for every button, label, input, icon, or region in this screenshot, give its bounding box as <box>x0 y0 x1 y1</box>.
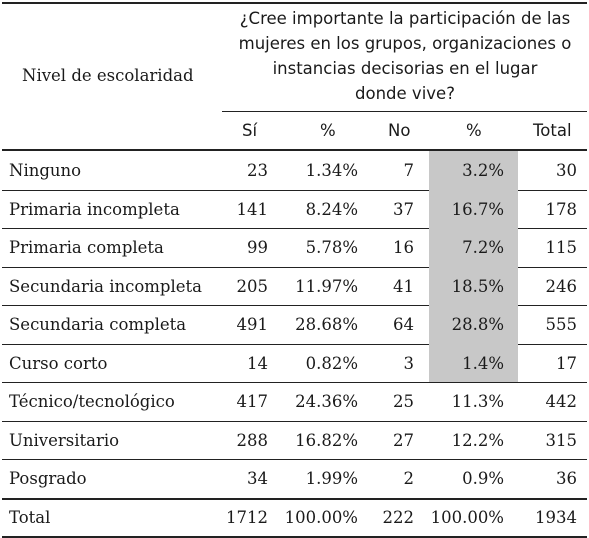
cell-total: 315 <box>545 430 578 450</box>
question-line: instancias decisorias en el lugar <box>272 59 538 78</box>
row-label: Curso corto <box>9 353 108 373</box>
row-label: Primaria completa <box>9 238 164 257</box>
cell-no-pct: 1.4% <box>462 353 504 373</box>
cell-no-pct: 7.2% <box>462 238 504 257</box>
cell-no-pct: 3.2% <box>462 161 504 180</box>
cell-si-pct: 8.24% <box>305 199 358 219</box>
col-header-si-pct: % <box>320 121 336 140</box>
highlight-cell <box>429 266 518 306</box>
row-rule <box>2 420 587 422</box>
cell-si-pct: 28.68% <box>295 315 358 334</box>
cell-total: 442 <box>545 392 578 411</box>
cell-si-pct: 100.00% <box>284 507 358 527</box>
cell-si-pct: 16.82% <box>295 430 358 450</box>
cell-si: 141 <box>236 199 269 219</box>
cell-no-pct: 11.3% <box>451 392 504 411</box>
cell-si: 23 <box>247 161 268 180</box>
row-rule <box>2 382 587 383</box>
row-rule <box>2 305 587 306</box>
cell-si-pct: 1.99% <box>305 469 358 488</box>
col-header-total: Total <box>533 121 572 140</box>
row-label: Técnico/tecnológico <box>9 392 175 411</box>
cell-no: 3 <box>403 353 415 373</box>
cell-no: 16 <box>393 238 414 257</box>
row-rule <box>2 189 587 191</box>
cell-total: 30 <box>556 161 577 180</box>
cell-no: 64 <box>393 315 414 334</box>
cell-si: 288 <box>236 430 269 450</box>
highlight-cell <box>429 228 518 267</box>
col-header-no: No <box>388 121 411 140</box>
total-row-label: Total <box>9 507 51 527</box>
cell-no: 41 <box>393 276 414 296</box>
row-rule <box>2 228 587 229</box>
highlight-cell <box>429 189 518 229</box>
row-label: Posgrado <box>9 469 87 488</box>
cell-total: 17 <box>556 353 577 373</box>
cell-si-pct: 24.36% <box>295 392 358 411</box>
row-rule <box>2 459 587 460</box>
row-rule <box>2 266 587 268</box>
cell-si: 205 <box>236 276 269 296</box>
highlight-cell <box>429 343 518 383</box>
cell-no: 222 <box>382 507 415 527</box>
cell-total: 246 <box>545 276 578 296</box>
row-label: Secundaria completa <box>9 315 187 334</box>
cell-no-pct: 0.9% <box>462 469 504 488</box>
cell-no: 25 <box>393 392 414 411</box>
cell-no-pct: 28.8% <box>451 315 504 334</box>
row-rule <box>2 343 587 345</box>
cell-si: 1712 <box>226 507 268 527</box>
cell-total: 1934 <box>535 507 577 527</box>
cell-no-pct: 16.7% <box>451 199 504 219</box>
cell-no-pct: 12.2% <box>451 430 504 450</box>
cell-no-pct: 100.00% <box>430 507 504 527</box>
question-line: ¿Cree importante la participación de las <box>239 9 571 28</box>
question-header: ¿Cree importante la participación de las… <box>222 6 588 106</box>
question-line: mujeres en los grupos, organizaciones o <box>238 34 572 53</box>
row-label: Ninguno <box>9 161 82 180</box>
cell-si-pct: 11.97% <box>295 276 358 296</box>
cell-total: 178 <box>545 199 578 219</box>
top-rule <box>2 2 587 4</box>
cell-si: 417 <box>236 392 269 411</box>
col-header-no-pct: % <box>466 121 482 140</box>
cell-no-pct: 18.5% <box>451 276 504 296</box>
highlight-cell <box>429 151 518 190</box>
cell-si-pct: 1.34% <box>305 161 358 180</box>
cell-si: 99 <box>247 238 268 257</box>
cell-no: 37 <box>393 199 414 219</box>
row-label: Universitario <box>9 430 120 450</box>
col-header-si: Sí <box>242 121 258 140</box>
cell-no: 2 <box>403 469 415 488</box>
cell-si-pct: 5.78% <box>305 238 358 257</box>
cell-no: 27 <box>393 430 414 450</box>
cell-si-pct: 0.82% <box>305 353 358 373</box>
highlight-cell <box>429 305 518 344</box>
question-line: donde vive? <box>355 84 455 103</box>
cell-no: 7 <box>403 161 415 180</box>
cell-si: 14 <box>247 353 268 373</box>
header-rule <box>222 111 587 112</box>
row-label-header: Nivel de escolaridad <box>22 66 194 85</box>
cell-total: 36 <box>556 469 577 488</box>
cell-si: 34 <box>247 469 268 488</box>
cell-si: 491 <box>236 315 269 334</box>
row-label: Primaria incompleta <box>9 199 180 219</box>
cell-total: 115 <box>545 238 578 257</box>
row-rule <box>2 497 587 500</box>
column-header-rule <box>2 149 587 151</box>
cell-total: 555 <box>545 315 578 334</box>
row-label: Secundaria incompleta <box>9 276 203 296</box>
